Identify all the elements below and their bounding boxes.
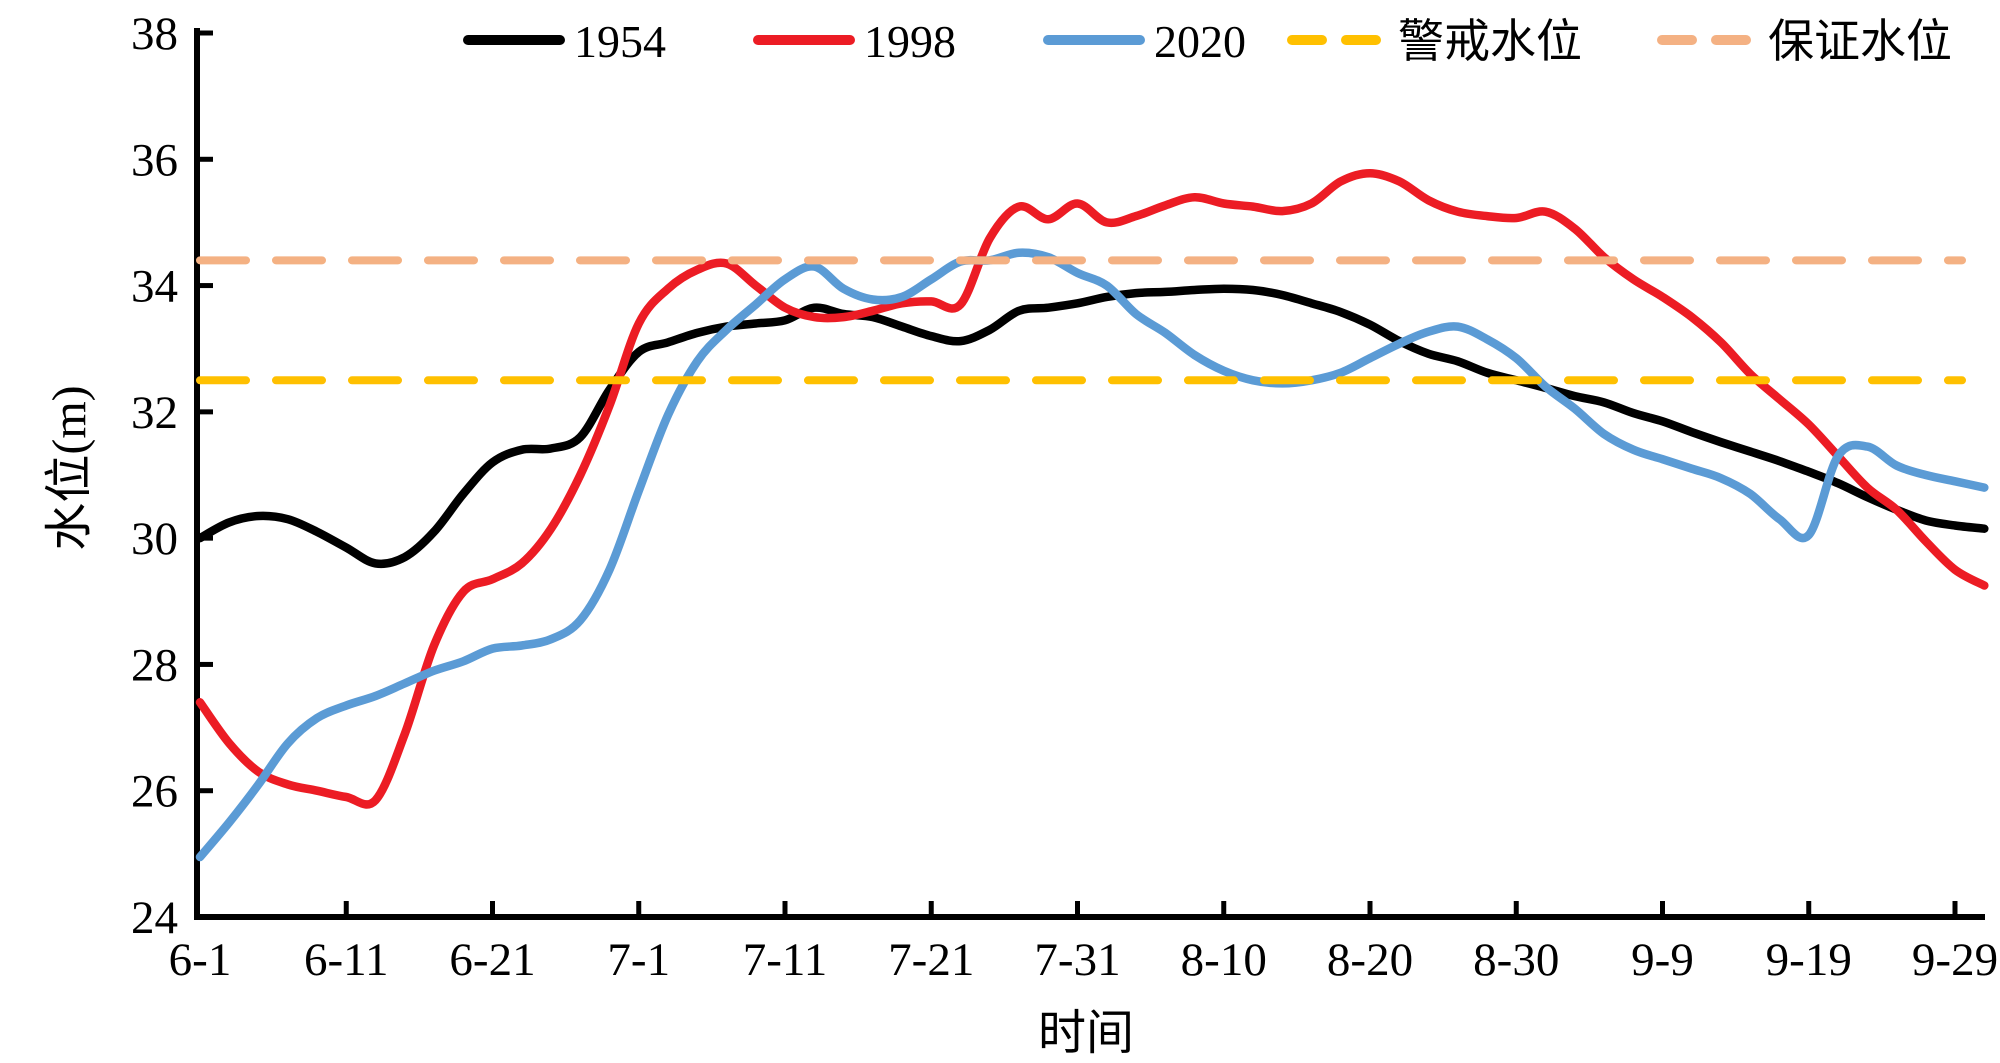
x-tick-label: 9-29 xyxy=(1912,934,1998,986)
x-tick-label: 7-21 xyxy=(888,934,974,986)
y-tick-label: 28 xyxy=(131,639,178,691)
y-tick-label: 26 xyxy=(131,766,178,818)
y-axis-title: 水位(m) xyxy=(43,385,96,551)
y-tick-label: 34 xyxy=(131,261,178,313)
legend-label-1998: 1998 xyxy=(864,16,956,67)
x-tick-label: 8-10 xyxy=(1181,934,1267,986)
x-tick-label: 9-19 xyxy=(1766,934,1852,986)
y-tick-label: 38 xyxy=(131,8,178,60)
x-tick-label: 8-30 xyxy=(1473,934,1559,986)
series-line-2020 xyxy=(195,248,1989,862)
x-tick-label: 7-11 xyxy=(743,934,827,986)
x-tick-label: 8-20 xyxy=(1327,934,1413,986)
y-tick-label: 36 xyxy=(131,134,178,186)
x-tick-label: 6-21 xyxy=(449,934,535,986)
x-tick-label: 6-1 xyxy=(169,934,232,986)
y-tick-label: 30 xyxy=(131,513,178,565)
x-tick-label: 7-31 xyxy=(1034,934,1120,986)
x-axis-title: 时间 xyxy=(1037,1007,1135,1060)
legend-label-警戒水位: 警戒水位 xyxy=(1398,16,1582,67)
y-tick-label: 24 xyxy=(131,892,178,944)
x-tick-label: 6-11 xyxy=(304,934,388,986)
axis-lines xyxy=(194,28,1985,920)
legend-label-2020: 2020 xyxy=(1154,16,1246,67)
x-tick-label: 9-9 xyxy=(1631,934,1694,986)
series-line-1954 xyxy=(195,284,1989,569)
legend-label-1954: 1954 xyxy=(574,16,666,67)
legend-label-保证水位: 保证水位 xyxy=(1768,16,1952,67)
series-line-1998 xyxy=(195,168,1989,809)
x-tick-label: 7-1 xyxy=(607,934,670,986)
y-tick-label: 32 xyxy=(131,387,178,439)
